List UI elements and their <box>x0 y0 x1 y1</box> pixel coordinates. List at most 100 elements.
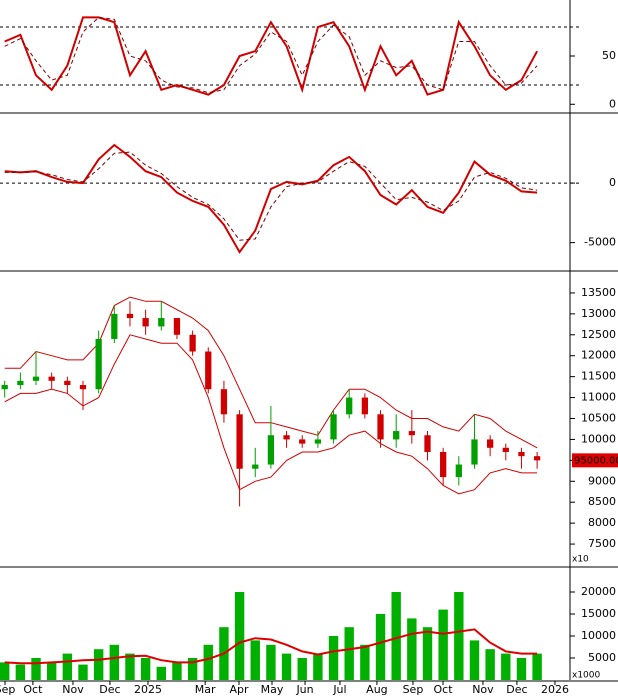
volume-bar <box>313 653 323 680</box>
x-tick-label: Nov <box>472 683 494 696</box>
volume-bar <box>501 653 511 680</box>
volume-bar <box>454 592 464 680</box>
y-tick-label: 15000 <box>581 607 616 620</box>
candle-body <box>361 397 368 415</box>
volume-bar <box>438 609 448 680</box>
volume-bar <box>0 662 10 680</box>
candle-body <box>502 447 509 452</box>
candle-body <box>299 439 306 444</box>
volume-bar <box>62 653 73 680</box>
candle-body <box>283 435 290 440</box>
x-tick-label: Jun <box>295 683 313 696</box>
volume-bar <box>46 662 57 680</box>
candle-body <box>48 376 55 381</box>
candle-body <box>440 451 447 478</box>
y-tick-label: 10000 <box>581 432 616 445</box>
volume-bar <box>485 649 495 680</box>
candle-body <box>487 439 494 448</box>
volume-bar <box>266 644 276 680</box>
volume-bar <box>109 644 120 680</box>
y-tick-label: -5000 <box>584 236 616 249</box>
bollinger-band <box>4 334 538 495</box>
volume-bar <box>234 592 245 680</box>
x-tick-label: Mar <box>195 683 216 696</box>
candle-body <box>126 313 134 319</box>
y-tick-label: 8000 <box>588 516 616 529</box>
candle-body <box>533 456 541 461</box>
x-tick-label: May <box>261 683 284 696</box>
x-tick-label: 2025 <box>134 683 162 696</box>
volume-bar <box>516 658 527 680</box>
x-tick-label: Jul <box>332 683 346 696</box>
volume-bar <box>281 653 292 680</box>
y-tick-label: 0 <box>609 176 616 189</box>
candle-body <box>111 313 118 339</box>
x-tick-label: Sep <box>0 683 15 696</box>
y-tick-label: 7500 <box>588 537 616 550</box>
indicator-line <box>4 151 538 241</box>
volume-bar <box>31 658 41 680</box>
volume-average <box>4 628 538 665</box>
y-tick-label: 20000 <box>581 585 616 598</box>
volume-bar <box>15 664 26 680</box>
candle-body <box>346 397 353 415</box>
candle-body <box>408 431 415 436</box>
candle-body <box>330 414 337 440</box>
candle-body <box>314 439 322 444</box>
volume-bar <box>156 666 166 680</box>
candle-body <box>189 334 196 352</box>
x-tick-label: Sep <box>403 683 424 696</box>
candle-body <box>455 464 462 478</box>
candle-body <box>205 351 212 390</box>
candle-body <box>79 385 87 390</box>
axis-multiplier: x10 <box>572 555 589 565</box>
volume-bar <box>422 627 433 680</box>
volume-bar <box>391 592 401 680</box>
indicator-line <box>4 16 538 94</box>
volume-bar <box>297 658 307 680</box>
y-tick-label: 11000 <box>581 391 616 404</box>
y-tick-label: 13500 <box>581 286 616 299</box>
candle-body <box>267 435 275 465</box>
candle-body <box>1 385 8 390</box>
candle-body <box>236 414 243 469</box>
volume-bar <box>328 636 339 680</box>
volume-bar <box>250 640 260 680</box>
y-tick-label: 12500 <box>581 328 616 341</box>
y-tick-label: 9000 <box>588 474 616 487</box>
x-tick-label: Apr <box>229 683 249 696</box>
candle-body <box>471 439 478 465</box>
volume-bar <box>344 627 354 680</box>
last-price-label: 95000.00 <box>574 455 618 466</box>
y-tick-label: 13000 <box>581 307 616 320</box>
y-tick-label: 11500 <box>581 370 616 383</box>
x-tick-label: Nov <box>62 683 84 696</box>
volume-bar <box>78 664 88 680</box>
volume-bar <box>469 640 480 680</box>
x-tick-label: Oct <box>23 683 43 696</box>
y-tick-label: 8500 <box>588 495 616 508</box>
volume-bar <box>532 653 542 680</box>
candle-body <box>32 376 40 381</box>
candle-body <box>158 318 165 327</box>
volume-bar <box>140 658 151 680</box>
x-tick-label: Dec <box>99 683 120 696</box>
x-tick-label: Oct <box>433 683 453 696</box>
candle-body <box>173 318 181 335</box>
candle-body <box>95 338 102 390</box>
indicator-line <box>4 16 538 96</box>
volume-bar <box>203 644 213 680</box>
candle-body <box>377 414 384 440</box>
candle-body <box>252 464 259 469</box>
candle-body <box>220 389 228 415</box>
y-tick-label: 10000 <box>581 629 616 642</box>
y-tick-label: 12000 <box>581 349 616 362</box>
candle-body <box>17 380 24 386</box>
indicator-line <box>4 143 538 254</box>
candle-body <box>424 435 431 452</box>
last-price-box <box>572 453 618 468</box>
candle-body <box>393 431 400 440</box>
volume-bar <box>125 653 135 680</box>
